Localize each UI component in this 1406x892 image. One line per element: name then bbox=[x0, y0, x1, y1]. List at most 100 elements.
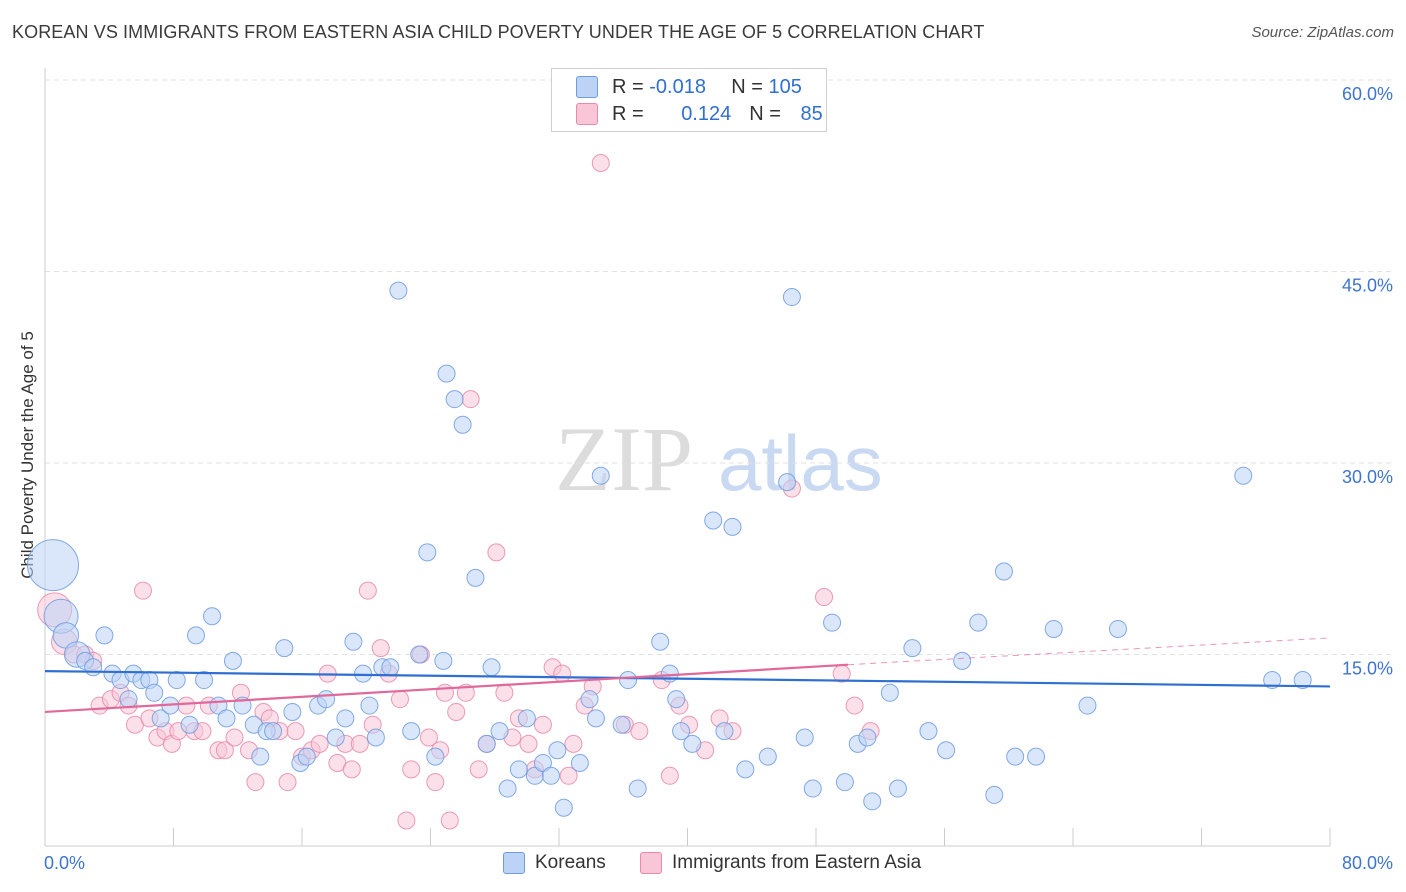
immigrants-r-label: R = bbox=[612, 102, 650, 125]
korean-point bbox=[145, 683, 164, 702]
immigrant-point bbox=[815, 588, 834, 607]
immigrant-point bbox=[591, 153, 610, 172]
korean-point bbox=[1044, 619, 1063, 638]
korean-point bbox=[426, 747, 445, 766]
x-axis-max-label: 80.0% bbox=[1341, 853, 1393, 873]
korean-point bbox=[27, 539, 80, 592]
korean-point bbox=[251, 747, 270, 766]
korean-point bbox=[381, 658, 400, 677]
korean-point bbox=[1027, 747, 1046, 766]
korean-point bbox=[167, 671, 186, 690]
korean-point bbox=[683, 734, 702, 753]
korean-point bbox=[1293, 671, 1312, 690]
immigrant-point bbox=[215, 741, 234, 760]
korean-point bbox=[778, 473, 797, 492]
korean-point bbox=[953, 651, 972, 670]
korean-point bbox=[591, 466, 610, 485]
immigrant-point bbox=[469, 760, 488, 779]
immigrant-point bbox=[371, 639, 390, 658]
korean-point bbox=[795, 728, 814, 747]
legend-row-koreans: R = -0.018 N = 105 bbox=[576, 74, 802, 100]
korean-point bbox=[548, 741, 567, 760]
korean-trend-line bbox=[44, 669, 1331, 688]
korean-point bbox=[554, 798, 573, 817]
korean-point bbox=[723, 517, 742, 536]
korean-point bbox=[715, 722, 734, 741]
koreans-r-value: -0.018 bbox=[649, 75, 706, 98]
immigrant-point bbox=[246, 773, 265, 792]
korean-point bbox=[180, 715, 199, 734]
korean-point bbox=[498, 779, 517, 798]
watermark-zip: ZIP bbox=[555, 408, 693, 510]
korean-point bbox=[903, 639, 922, 658]
bottom-immigrants-swatch bbox=[640, 852, 662, 874]
korean-point bbox=[264, 722, 283, 741]
korean-point bbox=[888, 779, 907, 798]
y-tick-label-1: 30.0% bbox=[1342, 467, 1393, 487]
immigrant-trend-line bbox=[44, 663, 849, 714]
immigrant-point bbox=[286, 722, 305, 741]
korean-point bbox=[360, 696, 379, 715]
korean-point bbox=[119, 690, 138, 709]
korean-point bbox=[704, 511, 723, 530]
korean-point bbox=[477, 734, 496, 753]
korean-point bbox=[326, 728, 345, 747]
korean-point bbox=[283, 702, 302, 721]
korean-point bbox=[195, 671, 214, 690]
immigrants-r-value: 0.124 bbox=[681, 102, 732, 125]
korean-point bbox=[758, 747, 777, 766]
korean-point bbox=[517, 709, 536, 728]
korean-point bbox=[509, 760, 528, 779]
korean-point bbox=[628, 779, 647, 798]
immigrant-trend-extension bbox=[848, 637, 1331, 666]
y-tick-label-0: 15.0% bbox=[1342, 659, 1393, 679]
korean-point bbox=[445, 390, 464, 409]
immigrant-point bbox=[390, 690, 409, 709]
korean-point bbox=[580, 690, 599, 709]
koreans-r-label: R = bbox=[612, 75, 650, 98]
immigrant-point bbox=[350, 734, 369, 753]
immigrant-point bbox=[519, 734, 538, 753]
korean-point bbox=[969, 613, 988, 632]
y-tick-label-3: 60.0% bbox=[1342, 84, 1393, 104]
koreans-n-value: 105 bbox=[768, 75, 802, 98]
immigrant-point bbox=[487, 543, 506, 562]
korean-point bbox=[186, 626, 205, 645]
korean-point bbox=[823, 613, 842, 632]
immigrants-swatch bbox=[576, 103, 598, 125]
korean-point bbox=[736, 760, 755, 779]
korean-point bbox=[586, 709, 605, 728]
immigrant-point bbox=[225, 728, 244, 747]
korean-point bbox=[151, 709, 170, 728]
korean-point bbox=[84, 658, 103, 677]
korean-point bbox=[1078, 696, 1097, 715]
korean-point bbox=[1006, 747, 1025, 766]
korean-point bbox=[667, 690, 686, 709]
korean-point bbox=[344, 632, 363, 651]
immigrants-n-value: 85 bbox=[800, 102, 823, 125]
immigrants-n-label: N = bbox=[749, 102, 787, 125]
immigrant-point bbox=[533, 715, 552, 734]
bottom-koreans-swatch bbox=[503, 852, 525, 874]
korean-point bbox=[354, 664, 373, 683]
immigrant-point bbox=[495, 683, 514, 702]
korean-point bbox=[863, 792, 882, 811]
immigrant-point bbox=[456, 683, 475, 702]
y-tick-label-2: 45.0% bbox=[1342, 276, 1393, 296]
immigrant-point bbox=[426, 773, 445, 792]
korean-point bbox=[858, 728, 877, 747]
korean-point bbox=[410, 645, 429, 664]
korean-point bbox=[389, 281, 408, 300]
immigrant-point bbox=[177, 696, 196, 715]
korean-point bbox=[985, 785, 1004, 804]
korean-point bbox=[275, 639, 294, 658]
korean-point bbox=[919, 722, 938, 741]
immigrant-point bbox=[630, 722, 649, 741]
immigrant-point bbox=[564, 734, 583, 753]
bottom-koreans-label: Koreans bbox=[535, 852, 606, 873]
immigrant-point bbox=[559, 766, 578, 785]
immigrant-point bbox=[447, 702, 466, 721]
bottom-legend-immigrants: Immigrants from Eastern Asia bbox=[640, 852, 921, 874]
immigrant-point bbox=[845, 696, 864, 715]
korean-point bbox=[533, 754, 552, 773]
